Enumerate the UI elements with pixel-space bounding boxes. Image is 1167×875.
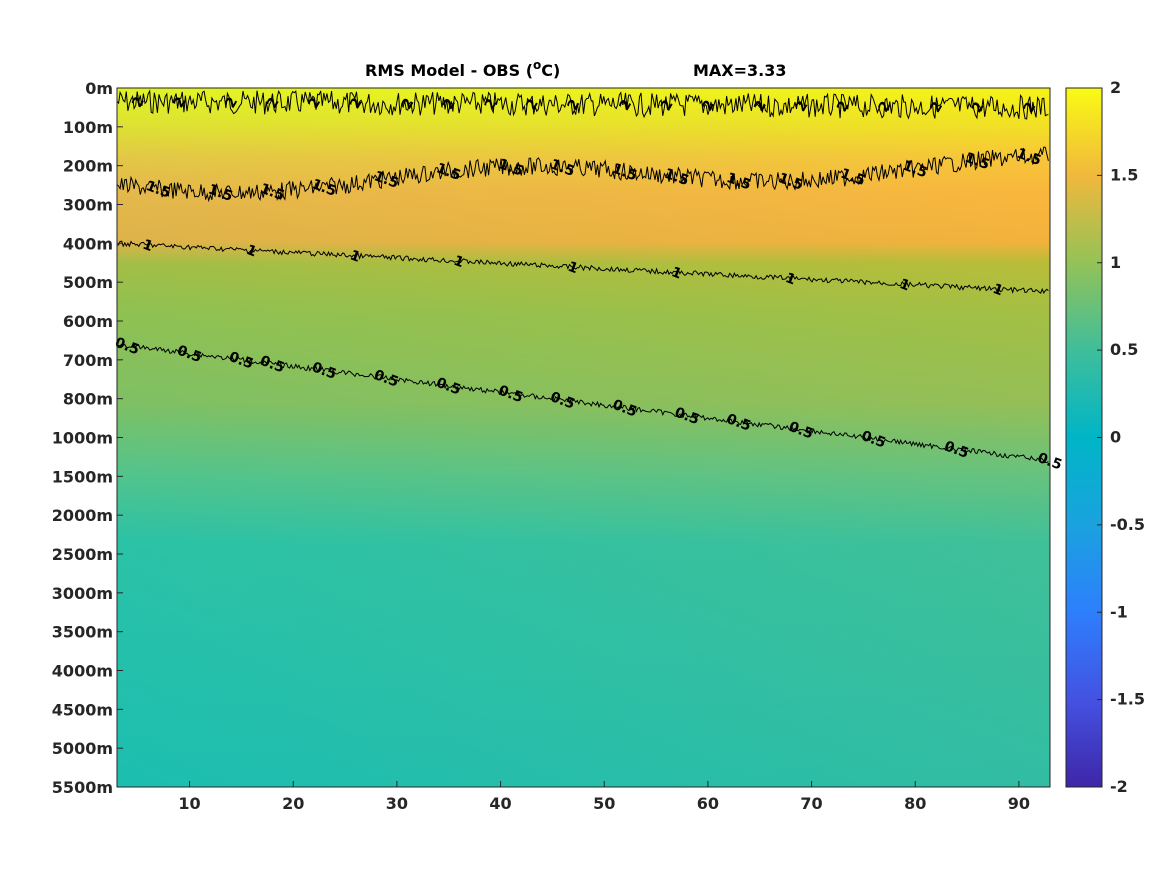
y-tick-label: 700m — [63, 351, 113, 370]
contour-label: 1.5 — [900, 158, 929, 182]
chart-title-main: RMS Model - OBS ( — [365, 61, 533, 80]
colorbar-ticks: 2 1.5 1 0.5 0 -0.5 -1 -1.5 -2 — [1097, 78, 1145, 796]
contour-label: 0.5 — [859, 428, 888, 452]
x-tick-label: 50 — [593, 794, 615, 813]
x-tick-label: 70 — [800, 794, 822, 813]
x-tick-label: 30 — [386, 794, 408, 813]
chart-title-unit: C) — [541, 61, 560, 80]
x-tick-label: 90 — [1008, 794, 1030, 813]
contour-label: 0.5 — [496, 383, 525, 407]
contour-label: 0.5 — [310, 359, 339, 383]
x-tick-label: 40 — [489, 794, 511, 813]
colorbar-gradient — [1065, 87, 1103, 788]
contour-label: 0.5 — [227, 349, 256, 373]
chart-title-superscript: o — [533, 58, 541, 72]
contour-label: 1.5 — [610, 161, 639, 185]
colorbar-tick-label: 1.5 — [1110, 165, 1138, 184]
contour-label: 1.5 — [662, 166, 691, 190]
colorbar-tick-label: -2 — [1110, 777, 1128, 796]
contour-label: 1.5 — [838, 166, 867, 190]
colorbar-tick-label: -1.5 — [1110, 690, 1145, 709]
heatmap-field-tint — [117, 88, 1050, 787]
x-tick-label: 20 — [282, 794, 304, 813]
contour-label: 0.5 — [175, 343, 204, 367]
contour-label: 1.5 — [206, 182, 235, 206]
y-tick-label: 100m — [63, 118, 113, 137]
contour-label: 0.5 — [786, 419, 815, 443]
chart-title: RMS Model - OBS (oC) — [365, 58, 560, 80]
y-tick-label: 2000m — [52, 506, 113, 525]
contour-line-1 — [116, 240, 1049, 295]
contour-line-1-5 — [116, 146, 1049, 203]
contour-label: 1.5 — [258, 181, 287, 205]
colorbar: 2 1.5 1 0.5 0 -0.5 -1 -1.5 -2 — [1065, 78, 1145, 796]
y-tick-label: 1500m — [52, 467, 113, 486]
contour-label: 1.5 — [548, 156, 577, 180]
y-axis: 0m 100m 200m 300m 400m 500m 600m 700m 800m 1000m 1… — [52, 79, 123, 797]
x-tick-label: 80 — [904, 794, 926, 813]
y-tick-label: 2500m — [52, 545, 113, 564]
colorbar-tick-label: 0 — [1110, 428, 1121, 447]
contour-layer — [116, 89, 1049, 464]
colorbar-tick-label: 1 — [1110, 253, 1121, 272]
contour-label: 1.5 — [724, 170, 753, 194]
x-tick-label: 60 — [697, 794, 719, 813]
contour-label: 0.5 — [434, 375, 463, 399]
y-tick-label: 300m — [63, 196, 113, 215]
contour-label: 1.5 — [310, 176, 339, 200]
y-tick-label: 400m — [63, 234, 113, 253]
y-tick-label: 5000m — [52, 739, 113, 758]
contour-label: 0.5 — [113, 335, 142, 359]
contour-label: 1.5 — [434, 160, 463, 184]
y-tick-label: 4000m — [52, 662, 113, 681]
plot-area: 2 2 2 2 2 2 2 2 2 2 2 2 2 2 2 2 2 2 2 2 21.5 1.5 1.5 1.5 1.5 1.5 1… — [113, 87, 1064, 788]
y-tick-label: 5500m — [52, 778, 113, 797]
contour-label: 1.5 — [1015, 146, 1044, 170]
contour-label: 1.5 — [144, 178, 173, 202]
y-tick-label: 500m — [63, 273, 113, 292]
contour-label: 0.5 — [672, 405, 701, 429]
chart-title-group: RMS Model - OBS (oC) MAX=3.33 — [365, 58, 787, 80]
y-tick-label: 3000m — [52, 584, 113, 603]
x-tick-label: 10 — [178, 794, 200, 813]
y-tick-label: 600m — [63, 312, 113, 331]
x-axis: 10 20 30 40 50 60 70 80 90 — [178, 781, 1030, 813]
colorbar-tick-label: -1 — [1110, 602, 1128, 621]
max-annotation: MAX=3.33 — [693, 61, 787, 80]
colorbar-tick-label: 2 — [1110, 78, 1121, 97]
y-tick-label: 4500m — [52, 700, 113, 719]
contour-label: 0.5 — [724, 411, 753, 435]
contour-label: 0.5 — [372, 367, 401, 391]
contour-label: 0.5 — [548, 389, 577, 413]
contour-label: 0.5 — [610, 397, 639, 421]
contour-line-2 — [116, 89, 1049, 120]
y-tick-label: 0m — [85, 79, 113, 98]
contour-label: 0.5 — [942, 438, 971, 462]
y-tick-label: 1000m — [52, 429, 113, 448]
contour-label: 1.5 — [496, 156, 525, 180]
colorbar-tick-label: 0.5 — [1110, 340, 1138, 359]
colorbar-tick-label: -0.5 — [1110, 515, 1145, 534]
contour-label: 0.5 — [258, 353, 287, 377]
contour-label: 1.5 — [963, 150, 992, 174]
contour-line-0-5 — [116, 343, 1049, 464]
contour-label: 1.5 — [776, 170, 805, 194]
y-tick-label: 800m — [63, 390, 113, 409]
contour-label: 1.5 — [372, 168, 401, 192]
y-tick-label: 200m — [63, 157, 113, 176]
y-tick-label: 3500m — [52, 623, 113, 642]
